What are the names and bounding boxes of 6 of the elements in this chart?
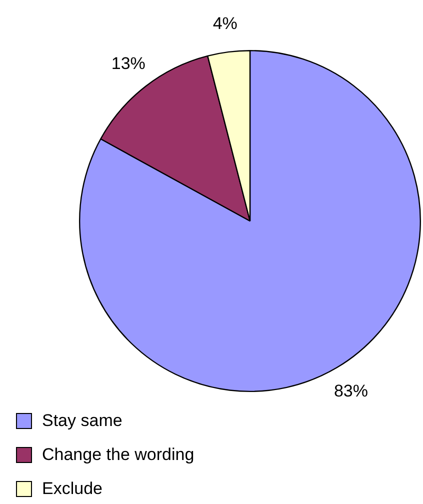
data-label: 83% xyxy=(334,381,368,400)
legend-label: Exclude xyxy=(42,479,102,499)
data-label: 13% xyxy=(111,54,146,73)
legend-label: Change the wording xyxy=(42,445,194,465)
legend-label: Stay same xyxy=(42,411,122,431)
data-label: 4% xyxy=(212,14,238,33)
